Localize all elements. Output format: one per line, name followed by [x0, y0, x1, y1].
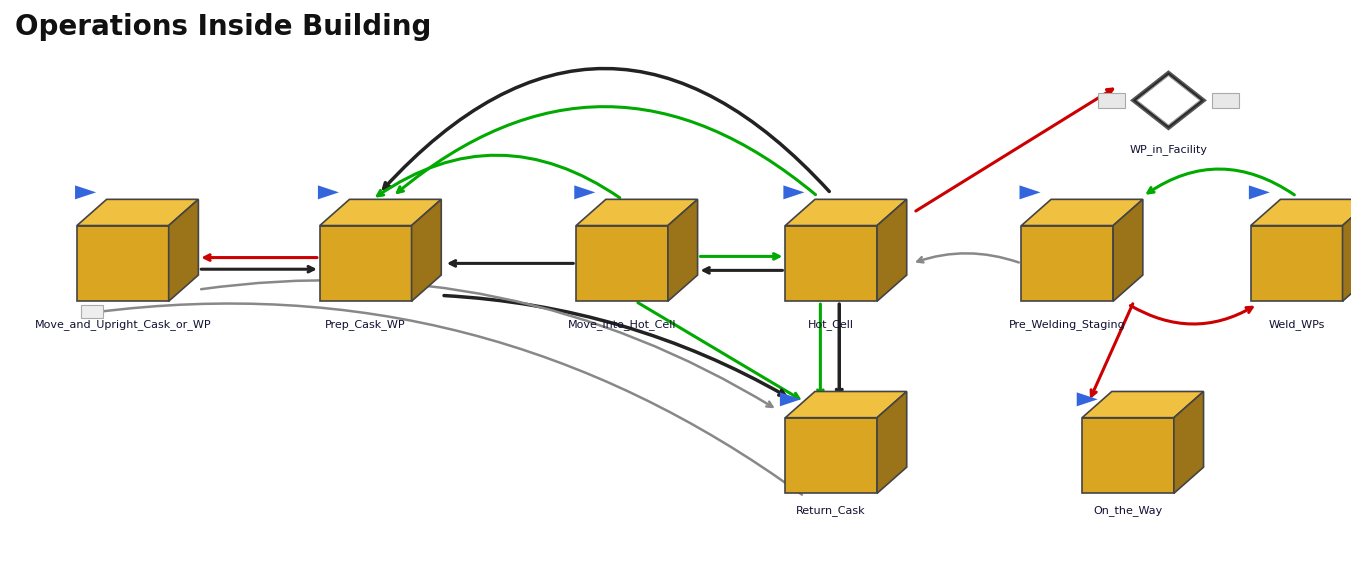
Polygon shape [1249, 185, 1270, 199]
Polygon shape [780, 393, 800, 407]
Polygon shape [1251, 199, 1352, 226]
Text: Prep_Cask_WP: Prep_Cask_WP [326, 319, 406, 329]
Polygon shape [76, 185, 96, 199]
Text: Move_into_Hot_Cell: Move_into_Hot_Cell [568, 319, 676, 329]
Polygon shape [1019, 185, 1041, 199]
Polygon shape [411, 199, 441, 301]
Text: Operations Inside Building: Operations Inside Building [15, 13, 431, 41]
Polygon shape [320, 199, 441, 226]
Polygon shape [1021, 199, 1142, 226]
Polygon shape [1082, 418, 1174, 493]
Text: Move_and_Upright_Cask_or_WP: Move_and_Upright_Cask_or_WP [35, 319, 211, 329]
Text: Hot_Cell: Hot_Cell [808, 319, 854, 329]
Polygon shape [1113, 199, 1142, 301]
Text: WP_in_Facility: WP_in_Facility [1129, 144, 1207, 155]
Polygon shape [576, 199, 698, 226]
Polygon shape [786, 391, 907, 418]
Text: On_the_Way: On_the_Way [1094, 505, 1163, 516]
Polygon shape [1174, 391, 1203, 493]
Polygon shape [576, 226, 668, 301]
Text: Return_Cask: Return_Cask [796, 505, 867, 516]
FancyBboxPatch shape [1098, 93, 1125, 108]
Polygon shape [77, 199, 199, 226]
Polygon shape [783, 185, 804, 199]
Polygon shape [575, 185, 595, 199]
FancyBboxPatch shape [81, 305, 103, 318]
Text: Pre_Welding_Staging: Pre_Welding_Staging [1009, 319, 1126, 329]
Polygon shape [318, 185, 339, 199]
Polygon shape [786, 226, 877, 301]
Text: Weld_WPs: Weld_WPs [1268, 319, 1325, 329]
Polygon shape [786, 199, 907, 226]
Polygon shape [668, 199, 698, 301]
Polygon shape [1132, 71, 1206, 129]
Polygon shape [877, 199, 907, 301]
Polygon shape [1082, 391, 1203, 418]
Polygon shape [1021, 226, 1113, 301]
FancyBboxPatch shape [1213, 93, 1240, 108]
Polygon shape [1137, 75, 1201, 125]
Polygon shape [169, 199, 199, 301]
Polygon shape [1076, 393, 1098, 407]
Polygon shape [77, 226, 169, 301]
Polygon shape [877, 391, 907, 493]
Polygon shape [786, 418, 877, 493]
Polygon shape [1251, 226, 1343, 301]
Polygon shape [1343, 199, 1352, 301]
Polygon shape [320, 226, 411, 301]
